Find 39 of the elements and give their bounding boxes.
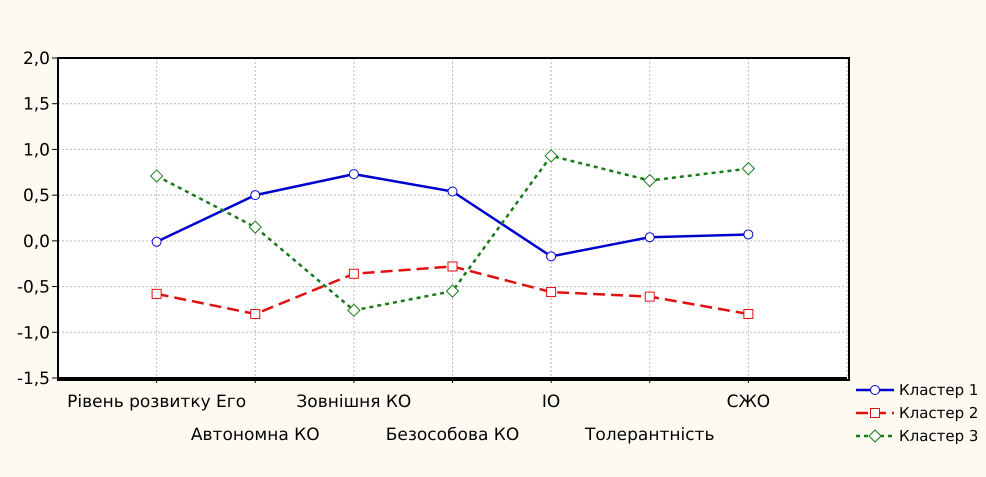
point <box>546 287 556 298</box>
point <box>448 261 458 272</box>
point <box>348 268 359 279</box>
y-tick-label: 0,5 <box>22 186 50 206</box>
x-tick-label: Рівень розвитку Его <box>67 392 246 412</box>
point <box>742 162 755 176</box>
legend-label: Кластер 1 <box>899 380 978 398</box>
x-tick-label: Автономна КО <box>190 425 320 445</box>
y-tick-label: 1,5 <box>22 94 50 115</box>
point <box>152 288 162 299</box>
point <box>248 220 262 234</box>
point <box>152 236 162 247</box>
point <box>348 169 359 180</box>
point <box>250 309 260 319</box>
point <box>448 186 458 196</box>
y-tick-label: -1,0 <box>16 323 50 344</box>
x-tick-label: Безособова КО <box>386 425 520 445</box>
point <box>544 149 558 162</box>
point <box>644 232 655 242</box>
point <box>743 309 754 319</box>
y-tick-label: 1,0 <box>22 140 50 160</box>
point <box>546 251 556 262</box>
x-tick-label: ІО <box>542 392 560 412</box>
y-tick-label: 2,0 <box>22 49 50 70</box>
x-tick-label: Толерантність <box>584 425 714 445</box>
point <box>743 229 754 240</box>
y-tick-label: -1,5 <box>16 369 50 390</box>
y-tick-label: 0,0 <box>22 232 50 252</box>
y-tick-label: -0,5 <box>16 278 50 298</box>
point <box>347 304 360 317</box>
point <box>644 292 655 302</box>
point <box>250 190 260 200</box>
point <box>446 284 459 298</box>
x-tick-label: СЖО <box>726 392 770 412</box>
legend-label: Кластер 2 <box>899 404 978 422</box>
legend-label: Кластер 3 <box>899 426 978 444</box>
x-tick-label: Зовнішня КО <box>296 392 412 412</box>
point <box>643 174 656 188</box>
point <box>150 169 164 182</box>
